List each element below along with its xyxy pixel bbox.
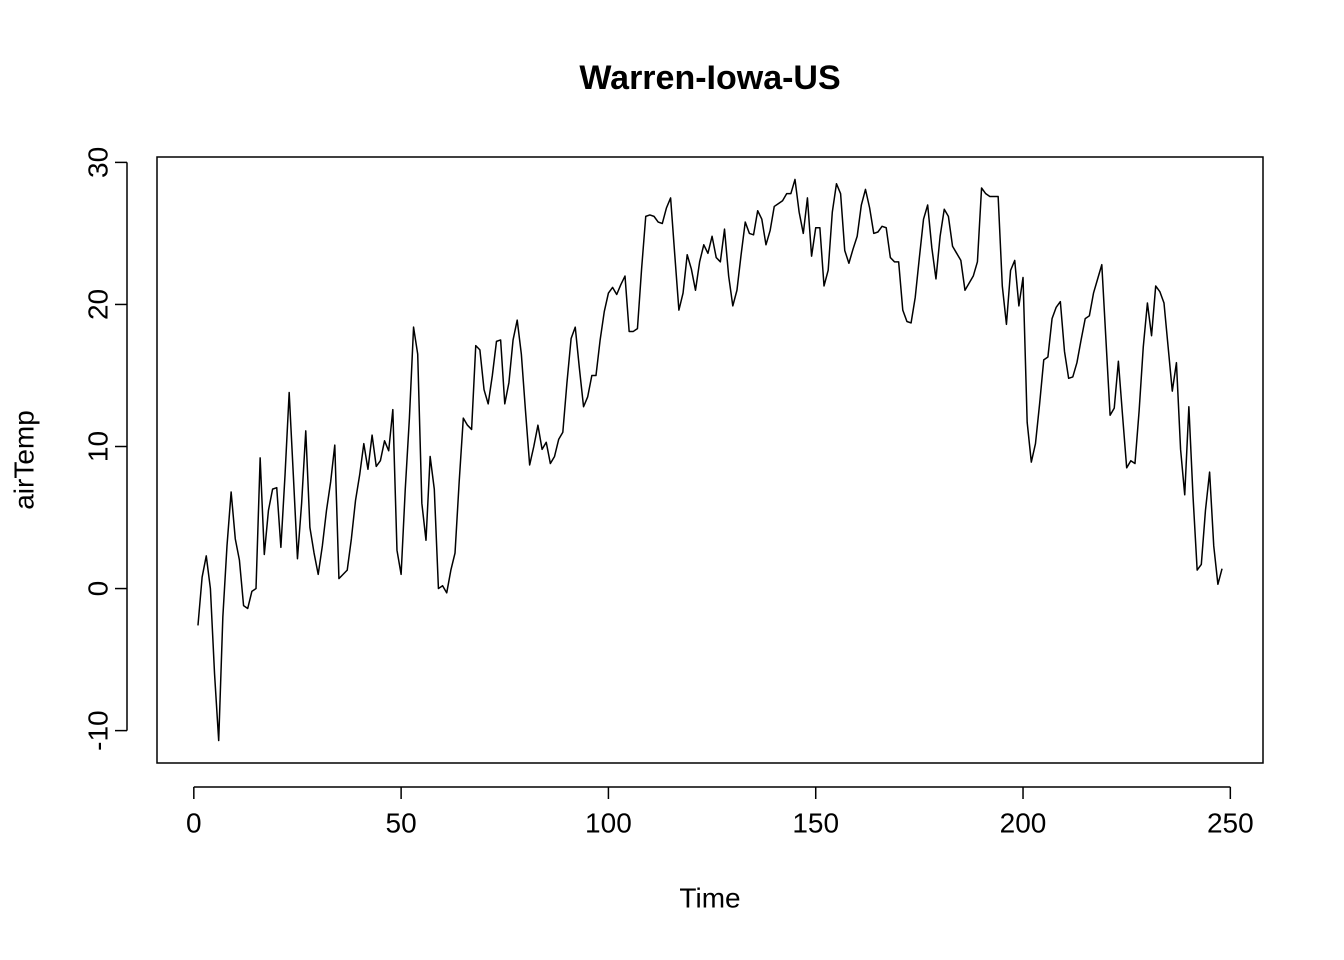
y-tick-label: -10 [82, 710, 113, 750]
chart-title: Warren-Iowa-US [579, 59, 840, 97]
data-line [197, 178, 1223, 742]
y-axis-label: airTemp [8, 410, 39, 510]
x-tick-label: 50 [386, 807, 417, 838]
y-tick-label: 20 [82, 289, 113, 320]
y-tick-label: 0 [82, 581, 113, 597]
y-tick-label: 10 [82, 431, 113, 462]
x-tick-label: 250 [1207, 807, 1254, 838]
y-tick-label: 30 [82, 147, 113, 178]
x-tick-label: 200 [1000, 807, 1047, 838]
x-tick-label: 100 [585, 807, 632, 838]
plot-frame [156, 156, 1264, 764]
x-tick-label: 0 [186, 807, 202, 838]
x-axis-label: Time [679, 882, 740, 913]
x-tick-label: 150 [792, 807, 839, 838]
